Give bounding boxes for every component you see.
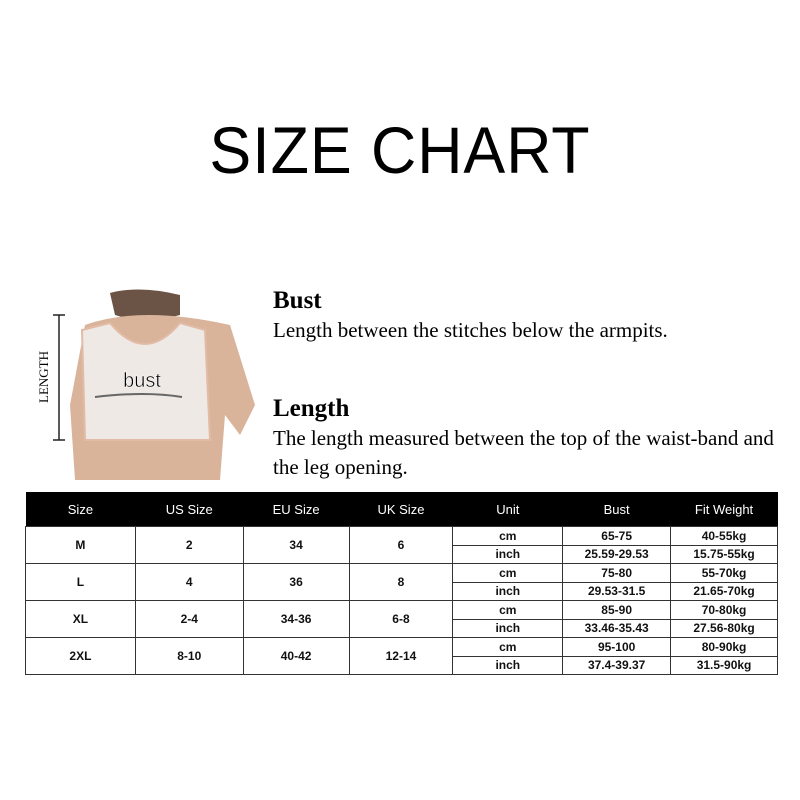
table-row: M 2 34 6 cm 65-75 40-55kg <box>25 526 778 564</box>
cell-unit: inch <box>452 544 564 564</box>
cell-eu-size: 40-42 <box>242 637 350 675</box>
length-label: LENGTH <box>36 351 51 403</box>
cell-fit-weight: 80-90kg <box>670 637 778 657</box>
table-row: inch 37.4-39.37 31.5-90kg <box>26 655 778 675</box>
cell-unit: inch <box>452 655 564 675</box>
header-eu-size: EU Size <box>243 492 350 527</box>
size-table: Size US Size EU Size UK Size Unit Bust F… <box>25 492 778 675</box>
cell-unit: inch <box>452 581 564 601</box>
cell-us-size: 2-4 <box>134 600 244 638</box>
cell-size: M <box>25 526 136 564</box>
table-row: L 4 36 8 cm 75-80 55-70kg <box>25 563 778 601</box>
table-header-row: Size US Size EU Size UK Size Unit Bust F… <box>25 492 778 527</box>
header-unit: Unit <box>452 492 563 527</box>
cell-fit-weight: 15.75-55kg <box>670 544 778 564</box>
cell-bust: 95-100 <box>562 637 672 657</box>
product-photo: LENGTH bust <box>30 285 270 480</box>
cell-eu-size: 36 <box>242 563 350 601</box>
cell-uk-size: 12-14 <box>348 637 454 675</box>
cell-bust: 29.53-31.5 <box>562 581 672 601</box>
cell-us-size: 8-10 <box>134 637 244 675</box>
cell-bust: 75-80 <box>562 563 672 583</box>
header-uk-size: UK Size <box>349 492 453 527</box>
table-row: 2XL 8-10 40-42 12-14 cm 95-100 80-90kg <box>25 637 778 675</box>
cell-uk-size: 8 <box>348 563 454 601</box>
header-size: Size <box>25 492 136 527</box>
cell-bust: 65-75 <box>562 526 672 546</box>
bust-label: bust <box>123 370 161 392</box>
bust-heading: Bust <box>273 287 322 314</box>
table-row: inch 25.59-29.53 15.75-55kg <box>26 544 778 564</box>
cell-unit: cm <box>452 526 564 546</box>
cell-unit: cm <box>452 637 564 657</box>
length-heading: Length <box>273 395 350 422</box>
cell-fit-weight: 55-70kg <box>670 563 778 583</box>
table-row: inch 33.46-35.43 27.56-80kg <box>26 618 778 638</box>
cell-unit: cm <box>452 600 564 620</box>
cell-uk-size: 6 <box>348 526 454 564</box>
bust-description: Length between the stitches below the ar… <box>273 318 668 342</box>
cell-uk-size: 6-8 <box>348 600 454 638</box>
header-bust: Bust <box>562 492 671 527</box>
cell-eu-size: 34 <box>242 526 350 564</box>
cell-bust: 37.4-39.37 <box>562 655 672 675</box>
page-title: SIZE CHART <box>209 113 591 187</box>
cell-fit-weight: 31.5-90kg <box>670 655 778 675</box>
header-fit-weight: Fit Weight <box>670 492 778 527</box>
cell-bust: 33.46-35.43 <box>562 618 672 638</box>
cell-bust: 25.59-29.53 <box>562 544 672 564</box>
cell-unit: inch <box>452 618 564 638</box>
cell-size: XL <box>25 600 136 638</box>
cell-fit-weight: 21.65-70kg <box>670 581 778 601</box>
cell-bust: 85-90 <box>562 600 672 620</box>
header-us-size: US Size <box>135 492 244 527</box>
cell-size: 2XL <box>25 637 136 675</box>
table-row: XL 2-4 34-36 6-8 cm 85-90 70-80kg <box>25 600 778 638</box>
cell-us-size: 4 <box>134 563 244 601</box>
cell-eu-size: 34-36 <box>242 600 350 638</box>
cell-size: L <box>25 563 136 601</box>
cell-fit-weight: 40-55kg <box>670 526 778 546</box>
cell-us-size: 2 <box>134 526 244 564</box>
cell-fit-weight: 27.56-80kg <box>670 618 778 638</box>
cell-unit: cm <box>452 563 564 583</box>
cell-fit-weight: 70-80kg <box>670 600 778 620</box>
length-description: The length measured between the top of t… <box>273 426 774 479</box>
